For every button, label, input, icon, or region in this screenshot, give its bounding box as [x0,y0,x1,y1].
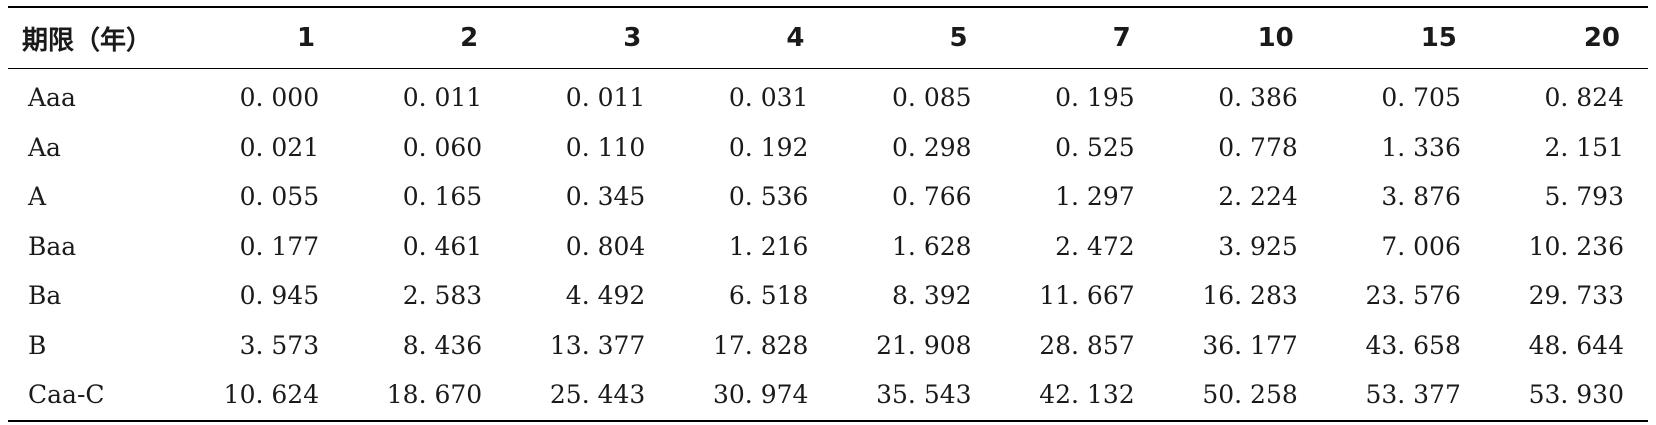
value-cell: 29. 733 [1528,281,1624,311]
value-cell: 2. 583 [402,281,483,311]
value-cell: 11. 667 [1039,281,1135,311]
value-cell: 36. 177 [1202,330,1298,360]
value-cell: 1. 216 [728,231,809,261]
value-cell: 0. 705 [1381,83,1461,113]
value-cell: 1. 628 [892,231,972,261]
header-term-7: 7 [1112,23,1131,53]
rating-cell: B [28,330,47,360]
rating-cell: Baa [28,231,77,261]
header-term-4: 4 [786,23,805,53]
table-row: Baa 0. 177 0. 461 0. 804 1. 216 1. 628 2. 472 3… [8,222,1648,272]
value-cell: 0. 177 [239,231,320,261]
value-cell: 25. 443 [549,380,646,410]
header-term-1: 1 [297,23,316,53]
value-cell: 0. 085 [892,83,972,113]
table-row: Ba 0. 945 2. 583 4. 492 6. 518 8. 392 11. 667 1… [8,271,1648,321]
value-cell: 1. 297 [1055,182,1135,212]
value-cell: 0. 192 [728,132,809,162]
value-cell: 28. 857 [1039,330,1135,360]
value-cell: 5. 793 [1544,182,1624,212]
table-row: A 0. 055 0. 165 0. 345 0. 536 0. 766 1. 297 2. … [8,172,1648,222]
value-cell: 0. 060 [402,132,483,162]
value-cell: 35. 543 [876,380,972,410]
value-cell: 17. 828 [713,330,809,360]
value-cell: 8. 436 [402,330,483,360]
header-term-10: 10 [1257,23,1294,53]
rating-cell: Ba [28,281,62,311]
header-term-20: 20 [1583,23,1620,53]
table-row: Caa-C 10. 624 18. 670 25. 443 30. 974 35. 543… [8,370,1648,421]
header-term-3: 3 [623,23,642,53]
value-cell: 30. 974 [713,380,809,410]
header-term-label: 期限（年） [22,25,153,56]
header-term-5: 5 [949,23,968,53]
table-header: 期限（年） 1 2 3 4 5 7 10 15 20 [8,7,1648,69]
value-cell: 0. 021 [239,132,320,162]
default-rate-table-container: 期限（年） 1 2 3 4 5 7 10 15 20 Aaa 0. 000 0. 0… [8,6,1648,422]
value-cell: 3. 573 [239,330,320,360]
value-cell: 3. 925 [1218,231,1298,261]
value-cell: 0. 345 [565,182,646,212]
value-cell: 0. 011 [565,83,646,113]
value-cell: 23. 576 [1365,281,1461,311]
value-cell: 0. 031 [728,83,809,113]
value-cell: 0. 525 [1055,132,1135,162]
value-cell: 0. 195 [1055,83,1135,113]
value-cell: 21. 908 [876,330,972,360]
rating-cell: Aaa [28,83,76,113]
header-term-2: 2 [460,23,479,53]
value-cell: 8. 392 [892,281,972,311]
value-cell: 0. 165 [402,182,483,212]
value-cell: 16. 283 [1202,281,1298,311]
value-cell: 4. 492 [565,281,646,311]
value-cell: 0. 110 [565,132,646,162]
table-row: Aaa 0. 000 0. 011 0. 011 0. 031 0. 085 0. 195 0… [8,69,1648,123]
header-row: 期限（年） 1 2 3 4 5 7 10 15 20 [8,7,1648,69]
table-row: B 3. 573 8. 436 13. 377 17. 828 21. 908 28. 85… [8,321,1648,371]
table-row: Aa 0. 021 0. 060 0. 110 0. 192 0. 298 0. 525 0.… [8,123,1648,173]
value-cell: 53. 930 [1528,380,1624,410]
value-cell: 0. 011 [402,83,483,113]
value-cell: 2. 224 [1218,182,1298,212]
value-cell: 48. 644 [1528,330,1624,360]
value-cell: 13. 377 [549,330,646,360]
value-cell: 0. 536 [728,182,809,212]
value-cell: 0. 055 [239,182,320,212]
rating-cell: A [28,182,47,212]
value-cell: 0. 386 [1218,83,1298,113]
value-cell: 0. 778 [1218,132,1298,162]
value-cell: 2. 151 [1544,132,1624,162]
rating-cell: Caa-C [28,380,105,410]
value-cell: 3. 876 [1381,182,1461,212]
value-cell: 0. 824 [1544,83,1624,113]
value-cell: 0. 000 [239,83,320,113]
value-cell: 6. 518 [728,281,809,311]
value-cell: 0. 804 [565,231,646,261]
rating-cell: Aa [28,132,61,162]
header-term-15: 15 [1420,23,1457,53]
table-body: Aaa 0. 000 0. 011 0. 011 0. 031 0. 085 0. 195 0… [8,69,1648,421]
value-cell: 7. 006 [1381,231,1461,261]
value-cell: 1. 336 [1381,132,1461,162]
value-cell: 0. 945 [239,281,320,311]
value-cell: 2. 472 [1055,231,1135,261]
value-cell: 10. 624 [223,380,320,410]
value-cell: 18. 670 [386,380,483,410]
value-cell: 0. 766 [892,182,972,212]
value-cell: 0. 298 [892,132,972,162]
value-cell: 0. 461 [402,231,483,261]
default-rate-table: 期限（年） 1 2 3 4 5 7 10 15 20 Aaa 0. 000 0. 0… [8,6,1648,422]
value-cell: 10. 236 [1528,231,1624,261]
value-cell: 50. 258 [1202,380,1298,410]
value-cell: 43. 658 [1365,330,1461,360]
value-cell: 53. 377 [1365,380,1461,410]
value-cell: 42. 132 [1039,380,1135,410]
